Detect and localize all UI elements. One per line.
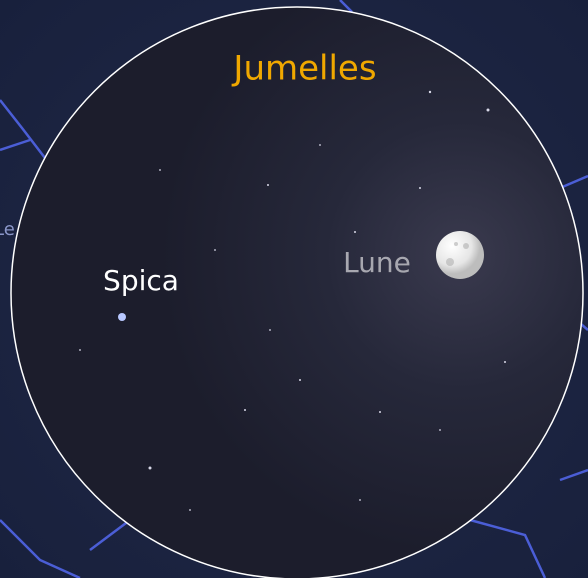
spica-star — [118, 313, 126, 321]
binocular-field — [10, 6, 584, 578]
moon — [436, 231, 484, 279]
object-label: Spica — [103, 264, 179, 297]
view-title: Jumelles — [231, 49, 376, 89]
stars — [79, 90, 506, 511]
object-label: Lune — [343, 246, 411, 279]
moon-craters — [446, 242, 469, 266]
edge-label: Le — [0, 219, 15, 240]
